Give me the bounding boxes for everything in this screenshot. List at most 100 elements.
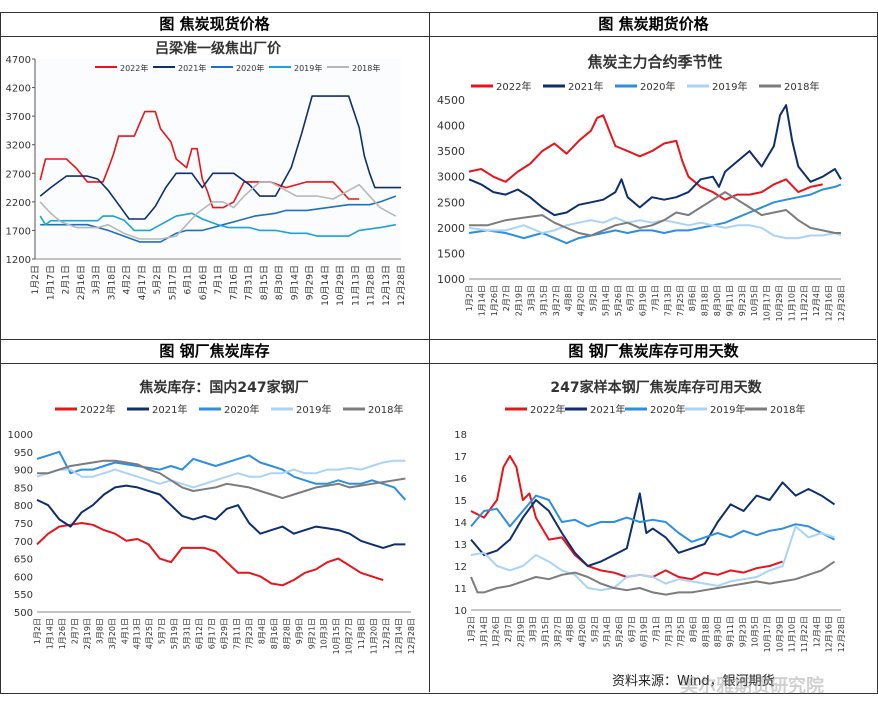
x-tick-label: 2月7日 — [70, 618, 79, 644]
series-line — [36, 484, 406, 549]
x-tick-label: 12月4日 — [812, 616, 821, 647]
y-tick-label: 1000 — [437, 273, 465, 286]
x-tick-label: 10月5日 — [750, 285, 759, 316]
x-tick-label: 3月8日 — [95, 618, 104, 644]
legend-label: 2018年 — [784, 80, 819, 93]
x-tick-label: 6月29日 — [220, 618, 229, 649]
x-tick-label: 2月19日 — [515, 285, 524, 316]
x-tick-label: 8月18日 — [701, 285, 710, 316]
x-tick-label: 1月14日 — [45, 618, 54, 649]
legend-label: 2018年 — [770, 403, 805, 416]
x-tick-label: 12月28日 — [407, 618, 416, 654]
y-tick-label: 1000 — [8, 430, 33, 441]
y-tick-label: 3000 — [437, 171, 465, 184]
y-tick-label: 850 — [14, 483, 33, 494]
x-tick-label: 2月19日 — [516, 616, 525, 647]
x-tick-label: 10月14日 — [320, 265, 331, 306]
x-tick-label: 12月16日 — [825, 285, 834, 321]
y-tick-label: 4500 — [437, 94, 465, 107]
x-tick-label: 7月11日 — [232, 618, 241, 649]
legend-label: 2021年 — [590, 403, 625, 416]
chart-title: 247家样本钢厂焦炭库存可用天数 — [550, 379, 762, 396]
y-tick-label: 11 — [454, 584, 467, 595]
x-tick-label: 3月18日 — [106, 265, 117, 300]
legend-label: 2020年 — [650, 403, 685, 416]
series-line — [468, 216, 842, 240]
y-tick-label: 1200 — [6, 255, 31, 266]
x-tick-label: 5月14日 — [601, 285, 610, 316]
x-tick-label: 8月30日 — [274, 265, 285, 300]
legend-label: 2022年 — [120, 63, 148, 73]
legend-label: 2020年 — [224, 403, 259, 416]
watermark: 美尔雅期货研究院 — [680, 676, 824, 697]
panel-title-inventory-days: 图 钢厂焦炭库存可用天数 — [430, 339, 877, 364]
x-tick-label: 8月16日 — [270, 618, 279, 649]
panel-title-spot-price: 图 焦炭现货价格 — [0, 12, 429, 37]
y-tick-label: 750 — [14, 519, 33, 530]
x-tick-label: 1月2日 — [30, 265, 41, 294]
x-tick-label: 12月16日 — [825, 616, 834, 652]
x-tick-label: 11月20日 — [370, 618, 379, 654]
series-line — [36, 459, 406, 489]
x-tick-label: 12月2日 — [382, 618, 391, 649]
x-tick-label: 5月19日 — [170, 618, 179, 649]
y-tick-label: 2200 — [6, 198, 31, 209]
x-tick-label: 11月8日 — [357, 618, 366, 649]
x-tick-label: 7月31日 — [244, 265, 255, 300]
x-tick-label: 7月13日 — [664, 616, 673, 647]
series-line — [470, 481, 836, 567]
x-tick-label: 6月1日 — [183, 265, 194, 294]
legend-label: 2021年 — [568, 80, 603, 93]
x-tick-label: 4月25日 — [145, 618, 154, 649]
x-tick-label: 8月18日 — [701, 616, 710, 647]
x-tick-label: 7月13日 — [663, 285, 672, 316]
x-tick-label: 11月28日 — [366, 265, 377, 306]
x-tick-label: 12月28日 — [396, 265, 407, 306]
plot-area — [35, 59, 401, 259]
series-line — [40, 195, 397, 243]
y-tick-label: 700 — [14, 537, 33, 548]
x-tick-label: 3月15日 — [541, 616, 550, 647]
y-tick-label: 4700 — [6, 55, 31, 66]
x-tick-label: 3月20日 — [108, 618, 117, 649]
x-tick-label: 5月2日 — [152, 265, 163, 294]
x-tick-label: 7月1日 — [652, 616, 661, 642]
chart-title: 焦炭库存：国内247家钢厂 — [138, 379, 308, 396]
y-tick-label: 12 — [454, 562, 467, 573]
chart-title: 焦炭主力合约季节性 — [586, 53, 722, 71]
x-tick-label: 8月28日 — [282, 618, 291, 649]
x-tick-label: 7月16日 — [228, 265, 239, 300]
y-tick-label: 1500 — [437, 247, 465, 260]
legend-label: 2020年 — [236, 63, 264, 73]
y-tick-label: 3500 — [437, 145, 465, 158]
horizontal-divider — [0, 339, 876, 340]
y-tick-label: 800 — [14, 501, 33, 512]
y-tick-label: 4200 — [6, 84, 31, 95]
x-tick-label: 1月26日 — [58, 618, 67, 649]
x-tick-label: 1月2日 — [465, 285, 474, 311]
x-tick-label: 8月15日 — [259, 265, 270, 300]
x-tick-label: 7月23日 — [245, 618, 254, 649]
y-tick-label: 13 — [454, 540, 467, 551]
y-tick-label: 950 — [14, 448, 33, 459]
y-tick-label: 2500 — [437, 196, 465, 209]
x-tick-label: 8月4日 — [257, 618, 266, 644]
y-tick-label: 600 — [14, 572, 33, 583]
x-tick-label: 4月20日 — [578, 616, 587, 647]
x-tick-label: 1月14日 — [479, 616, 488, 647]
x-tick-label: 5月31日 — [183, 618, 192, 649]
x-tick-label: 7月1日 — [213, 265, 224, 294]
y-tick-label: 650 — [14, 555, 33, 566]
legend-label: 2019年 — [710, 403, 745, 416]
x-tick-label: 2月7日 — [504, 616, 513, 642]
x-tick-label: 4月1日 — [120, 618, 129, 644]
legend-label: 2022年 — [80, 403, 115, 416]
x-tick-label: 1月14日 — [477, 285, 486, 316]
x-tick-label: 1月26日 — [492, 616, 501, 647]
x-tick-label: 11月22日 — [800, 285, 809, 321]
x-tick-label: 10月17日 — [763, 285, 772, 321]
y-tick-label: 1700 — [6, 226, 31, 237]
x-tick-label: 4月17日 — [137, 265, 148, 300]
x-tick-label: 9月21日 — [307, 618, 316, 649]
x-tick-label: 9月14日 — [289, 265, 300, 300]
